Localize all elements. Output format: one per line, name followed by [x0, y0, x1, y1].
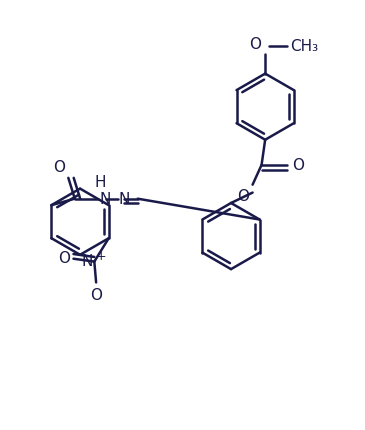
Text: O: O	[58, 251, 70, 265]
Text: O: O	[53, 160, 65, 175]
Text: N: N	[119, 191, 130, 206]
Text: O: O	[292, 158, 304, 173]
Text: H: H	[94, 174, 106, 189]
Text: O: O	[90, 287, 102, 302]
Text: O: O	[249, 37, 261, 52]
Text: +: +	[96, 249, 106, 262]
Text: N: N	[81, 253, 92, 268]
Text: CH₃: CH₃	[290, 39, 318, 54]
Text: N: N	[100, 191, 111, 206]
Text: -: -	[70, 244, 75, 257]
Text: O: O	[238, 189, 250, 204]
